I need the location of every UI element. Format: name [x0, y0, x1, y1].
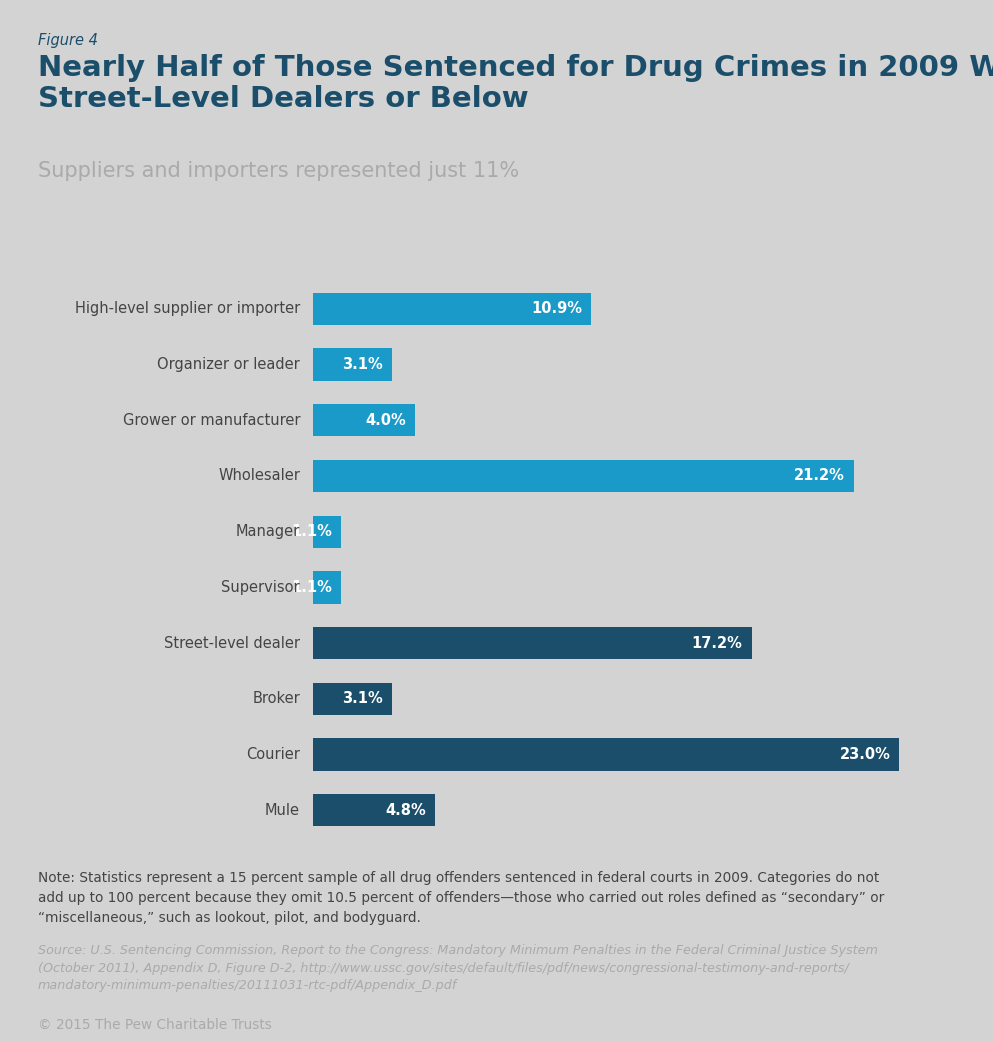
Text: Suppliers and importers represented just 11%: Suppliers and importers represented just… — [38, 161, 519, 181]
Text: Street-level dealer: Street-level dealer — [164, 636, 300, 651]
Bar — [313, 515, 341, 548]
Text: Source: U.S. Sentencing Commission, Report to the Congress: Mandatory Minimum Pe: Source: U.S. Sentencing Commission, Repo… — [38, 944, 878, 992]
Text: High-level supplier or importer: High-level supplier or importer — [74, 302, 300, 316]
Text: 10.9%: 10.9% — [531, 302, 582, 316]
Bar — [313, 683, 392, 715]
Text: Courier: Courier — [246, 747, 300, 762]
Text: 23.0%: 23.0% — [840, 747, 891, 762]
Text: Nearly Half of Those Sentenced for Drug Crimes in 2009 Were
Street-Level Dealers: Nearly Half of Those Sentenced for Drug … — [38, 54, 993, 113]
Text: Wholesaler: Wholesaler — [218, 468, 300, 483]
Text: Broker: Broker — [252, 691, 300, 706]
Text: 4.0%: 4.0% — [365, 413, 406, 428]
Text: © 2015 The Pew Charitable Trusts: © 2015 The Pew Charitable Trusts — [38, 1018, 272, 1032]
Text: 3.1%: 3.1% — [343, 691, 383, 706]
Bar — [313, 572, 341, 604]
Bar — [313, 293, 591, 325]
Bar — [313, 460, 854, 492]
Bar — [313, 404, 415, 436]
Text: 1.1%: 1.1% — [291, 580, 332, 594]
Text: 1.1%: 1.1% — [291, 525, 332, 539]
Bar — [313, 627, 752, 659]
Bar — [313, 794, 435, 827]
Text: Organizer or leader: Organizer or leader — [157, 357, 300, 372]
Text: Mule: Mule — [265, 803, 300, 817]
Text: 3.1%: 3.1% — [343, 357, 383, 372]
Text: 21.2%: 21.2% — [793, 468, 845, 483]
Text: Note: Statistics represent a 15 percent sample of all drug offenders sentenced i: Note: Statistics represent a 15 percent … — [38, 871, 884, 925]
Bar — [313, 349, 392, 381]
Text: 17.2%: 17.2% — [692, 636, 743, 651]
Text: Supervisor: Supervisor — [221, 580, 300, 594]
Text: Grower or manufacturer: Grower or manufacturer — [122, 413, 300, 428]
Text: 4.8%: 4.8% — [385, 803, 426, 817]
Bar — [313, 738, 900, 770]
Text: Figure 4: Figure 4 — [38, 33, 97, 48]
Text: Manager: Manager — [235, 525, 300, 539]
